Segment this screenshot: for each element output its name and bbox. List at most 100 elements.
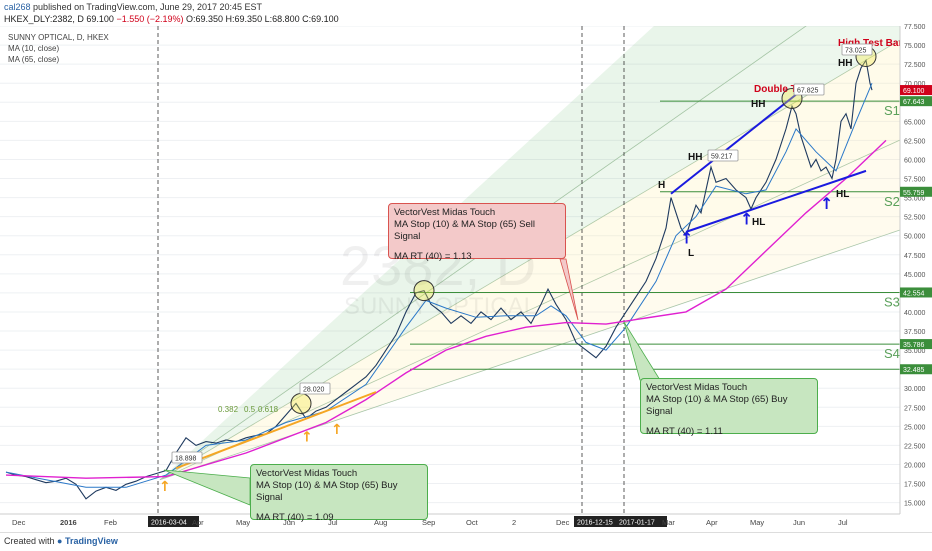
footer: Created with ● TradingView [0, 532, 932, 551]
annotation-label: HL [752, 217, 765, 228]
y-tick-label: 47.500 [904, 253, 926, 260]
y-tick-label: 25.000 [904, 424, 926, 431]
author-link[interactable]: cal268 [4, 2, 31, 12]
orange-up-arrow-icon: ↑ [159, 479, 171, 495]
x-tick-label: May [750, 518, 764, 527]
date-marker-box [574, 516, 625, 527]
x-tick-label: Apr [706, 518, 718, 527]
price-tag-box [793, 83, 825, 96]
blue-trendline-upper [670, 93, 797, 195]
price-tag-box [707, 149, 739, 162]
annotation-label: 0.382 [218, 405, 239, 414]
buy1-callout-ratio: MA RT (40) = 1.09 [256, 512, 334, 523]
y-tick-label: 27.500 [904, 405, 926, 412]
annotation-label: HL [836, 189, 849, 200]
legend-ma10: MA (10, close) [8, 44, 60, 53]
y-tick-label: 60.000 [904, 157, 926, 164]
series-line-1 [5, 83, 873, 488]
publish-text: published on TradingView.com, June 29, 2… [33, 2, 263, 12]
fan-zone-3 [160, 140, 900, 480]
buy-signal-callout-1: VectorVest Midas Touch MA Stop (10) & MA… [250, 464, 428, 523]
hh-circle-0 [413, 280, 435, 302]
y-tick-label: 37.500 [904, 329, 926, 336]
y-tick-label: 30.000 [904, 386, 926, 393]
orange-up-arrow-icon: ↑ [331, 422, 343, 438]
annotation-label: L [688, 248, 694, 259]
y-tick-label: 17.500 [904, 482, 926, 489]
price-tag-label: 73.025 [845, 48, 867, 55]
support-value-tag [900, 186, 932, 197]
x-tick-label: 2 [512, 518, 516, 527]
buy-signal-callout-2: VectorVest Midas Touch MA Stop (10) & MA… [640, 378, 818, 437]
x-tick-label: Feb [104, 518, 117, 527]
blue-trendline-lower [685, 169, 867, 233]
last-price-label: 69.100 [903, 88, 925, 95]
y-tick-label: 45.000 [904, 272, 926, 279]
annotation-label: H [658, 180, 665, 191]
ohlc-label: O:69.350 H:69.350 L:68.800 C:69.100 [186, 14, 339, 24]
fan-line-2 [159, 139, 900, 481]
price-tag-box [841, 43, 873, 56]
annotation-label: HH [688, 152, 702, 163]
annotation-label: HH [751, 99, 765, 110]
buy2-callout-title: VectorVest Midas Touch [646, 382, 748, 393]
x-tick-label: Dec [556, 518, 570, 527]
legend-symbol: SUNNY OPTICAL, D, HKEX [8, 33, 109, 42]
x-tick-label: May [236, 518, 250, 527]
buy2-callout-body: MA Stop (10) & MA Stop (65) Buy Signal [646, 394, 788, 417]
legend-ma65: MA (65, close) [8, 55, 60, 64]
sell-signal-callout: VectorVest Midas Touch MA Stop (10) & MA… [388, 203, 566, 262]
x-tick-label: 2017-01-17 [619, 520, 655, 527]
y-tick-label: 22.500 [904, 443, 926, 450]
x-tick-label: Dec [12, 518, 26, 527]
last-price-tag [900, 85, 932, 96]
support-label: S4 [884, 346, 900, 361]
price-axis[interactable]: 15.000 17.500 20.000 22.500 25.000 27.500 30.0… [899, 24, 932, 514]
y-tick-label: 72.500 [904, 62, 926, 69]
y-tick-label: 77.500 [904, 24, 926, 31]
hh-circle-1 [290, 392, 312, 414]
support-label: S3 [884, 294, 900, 309]
y-tick-label: 75.000 [904, 43, 926, 50]
support-label: S2 [884, 194, 900, 209]
brand-link[interactable]: TradingView [65, 536, 118, 546]
y-tick-label: 35.000 [904, 348, 926, 355]
annotation-label: Double Top [754, 84, 808, 95]
price-tag-label: 59.217 [711, 154, 733, 161]
y-tick-label: 20.000 [904, 462, 926, 469]
support-value-tag [900, 287, 932, 298]
quote-line: HKEX_DLY:2382, D 69.100 −1.550 (−2.19%) … [4, 14, 339, 24]
x-tick-label: Mar [662, 518, 675, 527]
price-tag-box [171, 451, 203, 464]
x-tick-label: 2016 [60, 518, 77, 527]
blue-up-arrow-icon: ↑ [680, 228, 693, 247]
orange-trendline [175, 391, 377, 470]
price-axis-bg [900, 26, 932, 514]
price-tag-label: 18.898 [175, 456, 197, 463]
support-value-tag [900, 96, 932, 107]
x-tick-label: Apr [192, 518, 204, 527]
x-tick-label: Jul [328, 518, 338, 527]
annotation-label: 0.5 [244, 405, 256, 414]
y-tick-label: 57.500 [904, 177, 926, 184]
annotation-label: HH [838, 58, 852, 69]
support-value-label: 35.786 [903, 342, 925, 349]
annotation-label: High Test Bar [838, 38, 902, 49]
buy2-callout-ratio: MA RT (40) = 1.11 [646, 426, 723, 437]
sell-callout-title: VectorVest Midas Touch [394, 207, 496, 218]
support-label: S1 [884, 103, 900, 118]
x-tick-label: Jun [283, 518, 295, 527]
x-tick-label: Sep [422, 518, 435, 527]
sell-callout-body: MA Stop (10) & MA Stop (65) Sell Signal [394, 219, 535, 242]
tradingview-logo-icon: ● [57, 536, 63, 546]
series-line-2 [5, 139, 887, 479]
support-value-label: 55.759 [903, 190, 925, 197]
publish-line: cal268 published on TradingView.com, Jun… [4, 2, 262, 12]
created-with: Created with [4, 536, 55, 546]
sell-callout-pointer [559, 258, 579, 321]
x-tick-label: Oct [466, 518, 479, 527]
time-axis[interactable]: Dec 2016 Feb 2016-03-04 Apr May Jun Jul Aug Sep Oc… [0, 513, 932, 532]
y-tick-label: 70.000 [904, 81, 926, 88]
x-tick-label: Jul [838, 518, 848, 527]
